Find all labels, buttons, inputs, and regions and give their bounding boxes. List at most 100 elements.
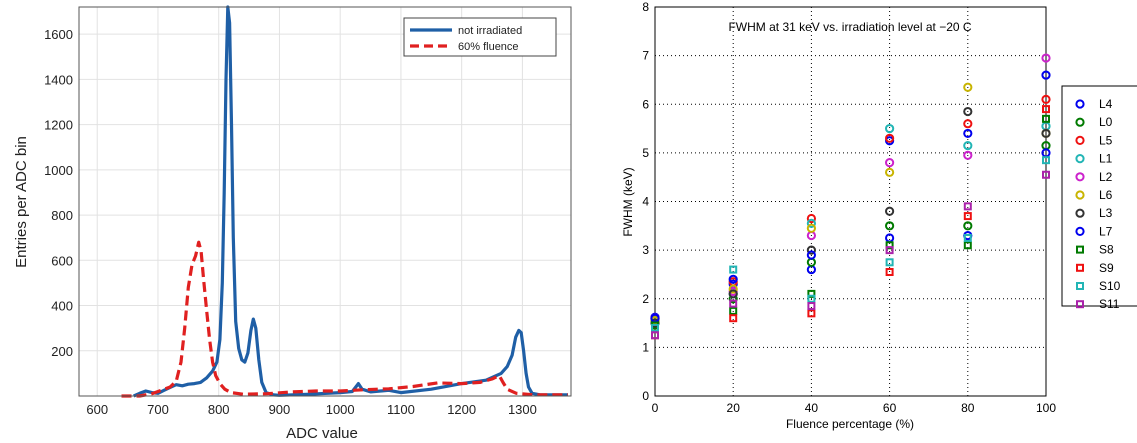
- right-legend-swatch: [1075, 208, 1085, 218]
- right-y-tick-label: 6: [642, 97, 649, 111]
- left-x-tick-label: 1200: [447, 402, 476, 417]
- right-point-S10: [651, 323, 659, 332]
- left-series-line-0: [133, 5, 568, 398]
- right-legend-swatch: [1076, 282, 1084, 290]
- right-point-L2: [885, 158, 895, 168]
- right-legend-label: S9: [1099, 261, 1114, 275]
- right-legend-label: S8: [1099, 243, 1114, 257]
- left-y-tick-label: 1400: [44, 72, 73, 87]
- left-y-tick-label: 400: [51, 299, 73, 314]
- right-legend-swatch: [1075, 172, 1085, 182]
- left-x-tick-label: 600: [86, 402, 108, 417]
- right-legend-swatch: [1076, 300, 1084, 309]
- right-point-L7: [728, 274, 738, 284]
- right-legend-label: L1: [1099, 152, 1113, 166]
- right-legend-swatch: [1075, 99, 1085, 109]
- right-y-tick-label: 8: [642, 0, 649, 14]
- right-point-S10: [807, 294, 816, 303]
- right-x-tick-label: 100: [1036, 401, 1056, 415]
- right-legend-label: L3: [1099, 206, 1113, 220]
- right-point-L3: [963, 106, 973, 117]
- right-point-L5: [806, 213, 817, 224]
- right-chart-title: FWHM at 31 keV vs. irradiation level at …: [728, 20, 971, 34]
- left-plot-area: [79, 7, 571, 396]
- right-y-tick-label: 1: [642, 340, 649, 354]
- right-y-tick-label: 7: [642, 49, 649, 63]
- right-point-S11: [963, 202, 972, 211]
- left-x-tick-label: 1000: [326, 402, 355, 417]
- right-legend-label: L5: [1099, 133, 1113, 147]
- left-x-tick-label: 700: [147, 402, 169, 417]
- right-point-S9: [963, 212, 972, 221]
- right-tick-labels: 0 20 40 60 80 100 0 1 2 3 4 5 6 7 8: [642, 0, 1056, 415]
- right-point-L3: [728, 289, 738, 299]
- right-x-tick-label: 0: [652, 401, 659, 415]
- right-y-tick-label: 0: [642, 389, 649, 403]
- right-point-S10: [963, 233, 972, 242]
- left-y-tick-label: 1200: [44, 118, 73, 133]
- right-legend-swatch: [1075, 190, 1085, 200]
- right-point-S9: [1042, 105, 1050, 114]
- right-legend-label: L0: [1099, 115, 1113, 129]
- right-point-L2: [1041, 53, 1051, 63]
- right-point-S9: [807, 309, 816, 318]
- right-axes-frame: [654, 6, 1047, 397]
- left-y-tick-label: 1600: [44, 27, 73, 42]
- right-point-L6: [963, 82, 973, 92]
- left-legend-box: [403, 17, 557, 57]
- right-legend-swatch: [1075, 135, 1085, 145]
- left-y-axis-label: Entries per ADC bin: [13, 136, 30, 268]
- left-legend: not irradiated 60% fluence: [403, 17, 557, 57]
- right-y-axis-label: FWHM (keV): [621, 167, 635, 236]
- right-point-S11: [885, 246, 894, 255]
- right-point-S8: [729, 306, 738, 315]
- right-point-L4: [1041, 70, 1051, 80]
- right-point-L0: [885, 221, 895, 231]
- right-point-L6: [885, 167, 895, 177]
- left-series: [121, 5, 568, 398]
- left-y-tick-label: 800: [51, 208, 73, 223]
- right-y-tick-label: 5: [642, 146, 649, 160]
- right-point-S8: [963, 241, 972, 250]
- left-y-tick-label: 1000: [44, 163, 73, 178]
- right-point-S8: [885, 241, 894, 250]
- right-point-L5: [963, 119, 973, 129]
- right-point-L7: [963, 128, 973, 139]
- left-chart: 600 700 800 900 1000 1100 1200 1300 200 400 600 800…: [13, 5, 572, 442]
- right-y-tick-label: 2: [642, 292, 649, 306]
- left-x-tick-label: 800: [208, 402, 230, 417]
- left-axes-frame: [78, 6, 572, 397]
- right-point-S8: [807, 289, 816, 298]
- right-point-L5: [1041, 94, 1051, 104]
- right-point-L7: [806, 250, 817, 260]
- left-y-tick-label: 600: [51, 253, 73, 268]
- left-series-line-1: [121, 240, 568, 398]
- right-point-L1: [963, 140, 973, 151]
- right-legend-label: S10: [1099, 279, 1121, 293]
- left-tick-labels: 600 700 800 900 1000 1100 1200 1300 200 400 600 800…: [44, 27, 537, 417]
- left-x-tick-label: 1300: [508, 402, 537, 417]
- right-point-L2: [963, 150, 973, 160]
- right-x-tick-label: 40: [805, 401, 819, 415]
- right-legend-swatch: [1075, 226, 1085, 236]
- left-x-tick-label: 900: [269, 402, 291, 417]
- right-legend-swatch: [1076, 263, 1084, 272]
- right-x-tick-label: 20: [727, 401, 741, 415]
- right-point-L6: [728, 284, 738, 294]
- right-point-S11: [1042, 170, 1050, 179]
- right-plot-area: [655, 7, 1046, 396]
- right-series: [650, 53, 1051, 340]
- right-chart: FWHM at 31 keV vs. irradiation level at …: [621, 0, 1137, 431]
- left-legend-label: 60% fluence: [458, 41, 519, 53]
- right-point-L6: [806, 223, 817, 233]
- right-y-tick-label: 4: [642, 195, 649, 209]
- right-x-tick-label: 80: [961, 401, 975, 415]
- left-grid: [79, 7, 571, 396]
- right-point-L3: [806, 245, 817, 255]
- right-legend-swatch: [1075, 154, 1085, 164]
- right-legend-label: L2: [1099, 170, 1113, 184]
- right-legend: L4 L0 L5 L1 L2 L6 L3 L7 S8 S9 S10 S11: [1061, 85, 1137, 311]
- right-point-S10: [1042, 156, 1050, 165]
- right-point-L1: [885, 123, 895, 134]
